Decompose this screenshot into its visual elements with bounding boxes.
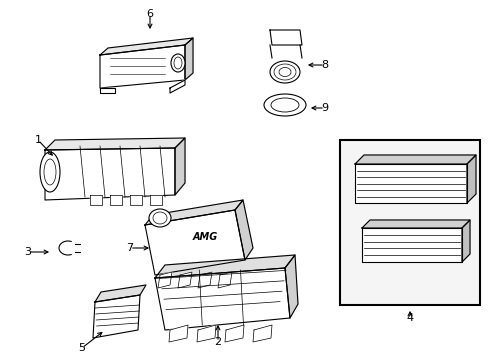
Ellipse shape [279,68,290,77]
Polygon shape [145,200,243,225]
Polygon shape [466,155,475,203]
Ellipse shape [273,64,295,80]
Ellipse shape [171,54,184,72]
Polygon shape [197,325,216,342]
Polygon shape [354,164,466,203]
Text: 7: 7 [126,243,133,253]
Text: 5: 5 [79,343,85,353]
Polygon shape [145,210,244,275]
Polygon shape [269,30,302,45]
Polygon shape [158,272,172,288]
Polygon shape [155,268,289,330]
Text: 1: 1 [35,135,41,145]
Polygon shape [252,325,271,342]
Ellipse shape [174,57,182,69]
Polygon shape [175,138,184,195]
Ellipse shape [44,159,56,185]
Polygon shape [361,220,469,228]
Polygon shape [93,295,140,338]
Polygon shape [110,195,122,205]
Polygon shape [95,285,146,302]
Ellipse shape [269,61,299,83]
Polygon shape [285,255,297,318]
Polygon shape [155,255,294,278]
Polygon shape [150,195,162,205]
Polygon shape [178,272,192,288]
Text: 6: 6 [146,9,153,19]
Ellipse shape [270,98,298,112]
Polygon shape [45,138,184,150]
Polygon shape [170,80,184,93]
Polygon shape [100,38,193,55]
Polygon shape [224,325,244,342]
Polygon shape [90,195,102,205]
Bar [339,140,479,305]
Polygon shape [45,148,175,200]
Text: 9: 9 [321,103,328,113]
Polygon shape [184,38,193,80]
Ellipse shape [149,209,171,227]
Polygon shape [100,45,184,88]
Polygon shape [461,220,469,262]
Ellipse shape [153,212,167,224]
Polygon shape [169,325,187,342]
Text: AMG: AMG [192,232,217,242]
Polygon shape [218,272,231,288]
Text: 4: 4 [406,313,413,323]
Text: 2: 2 [214,337,221,347]
Polygon shape [354,155,475,164]
Polygon shape [361,228,461,262]
Ellipse shape [40,152,60,192]
Ellipse shape [264,94,305,116]
Text: 8: 8 [321,60,328,70]
Polygon shape [130,195,142,205]
Text: 3: 3 [24,247,31,257]
Polygon shape [235,200,252,260]
Polygon shape [100,88,115,93]
Polygon shape [198,272,212,288]
